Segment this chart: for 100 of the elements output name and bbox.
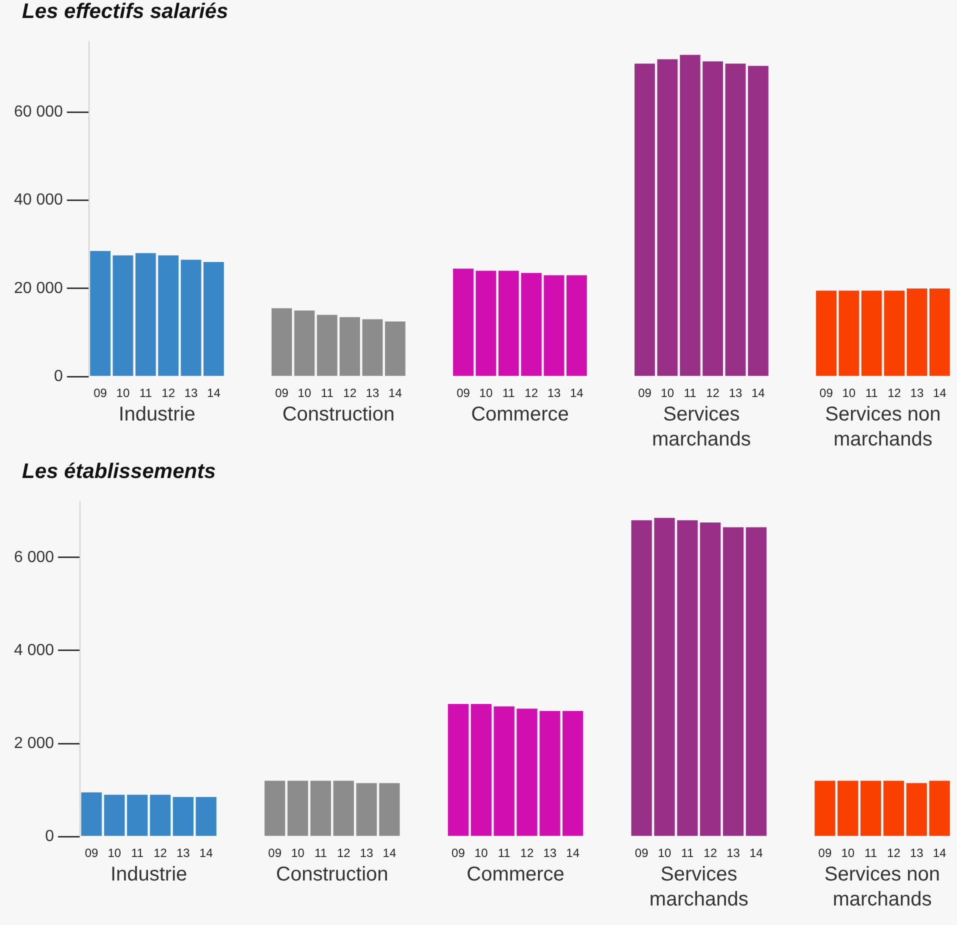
bar	[180, 260, 202, 376]
bar	[838, 780, 858, 836]
x-tick-label: 11	[684, 386, 697, 400]
y-tick-label: 0	[54, 368, 64, 386]
x-tick-label: 11	[498, 846, 511, 860]
y-tick-label: 40 000	[14, 192, 64, 209]
x-tick-label: 11	[502, 386, 516, 400]
x-tick-label: 11	[320, 386, 334, 400]
y-tick-label: 60 000	[14, 104, 64, 121]
bar	[906, 783, 927, 836]
x-tick-label: 10	[658, 846, 672, 860]
x-tick-label: 09	[452, 846, 466, 860]
bar	[906, 288, 928, 376]
series-label: Construction	[282, 404, 395, 426]
bar	[448, 704, 469, 836]
x-tick-label: 11	[681, 846, 694, 860]
x-tick-label: 09	[820, 386, 834, 400]
bar	[838, 290, 860, 376]
x-tick-label: 14	[932, 386, 947, 400]
x-tick-label: 14	[566, 846, 580, 860]
bar	[722, 527, 744, 836]
bar	[748, 66, 768, 376]
x-tick-label: 10	[116, 386, 130, 400]
series-label: Industrie	[118, 404, 196, 426]
bar	[861, 290, 882, 376]
bar	[158, 255, 179, 376]
x-tick-label: 10	[474, 846, 488, 860]
bar	[566, 275, 587, 376]
x-tick-label: 12	[162, 386, 176, 400]
bar	[631, 520, 652, 836]
x-tick-label: 09	[634, 846, 649, 860]
x-tick-label: 14	[750, 846, 764, 860]
bar	[333, 780, 354, 836]
x-tick-label: 13	[910, 386, 924, 400]
x-tick-label: 13	[547, 386, 561, 400]
x-tick-label: 13	[184, 386, 198, 400]
series-label: Commerce	[471, 404, 569, 426]
bar	[384, 322, 406, 376]
x-tick-label: 10	[291, 846, 305, 860]
x-tick-label: 13	[366, 386, 380, 400]
bar	[272, 308, 292, 376]
bar	[654, 518, 675, 836]
bar	[746, 527, 766, 836]
bar	[816, 290, 836, 376]
x-tick-label: 13	[543, 846, 557, 860]
bar	[204, 262, 224, 376]
y-tick-label: 20 000	[14, 280, 64, 297]
bar	[476, 270, 496, 376]
x-tick-label: 13	[360, 846, 374, 860]
bar	[90, 250, 110, 376]
bar	[127, 794, 148, 836]
x-tick-label: 14	[207, 386, 221, 400]
x-tick-label: 14	[388, 386, 402, 400]
x-tick-label: 11	[865, 386, 878, 400]
bar	[356, 783, 377, 836]
x-tick-label: 10	[298, 386, 312, 400]
bar	[516, 708, 538, 836]
bar	[294, 310, 315, 376]
bar	[340, 317, 360, 376]
bar	[498, 270, 519, 376]
bar	[287, 780, 308, 836]
x-tick-label: 12	[154, 846, 168, 860]
series-label: Commerce	[466, 864, 564, 886]
series-label: Industrie	[110, 864, 188, 886]
series-label: Construction	[276, 864, 388, 886]
series-label: Services non marchands	[825, 404, 941, 451]
x-tick-label: 10	[660, 386, 674, 400]
bar	[860, 780, 882, 836]
bar	[150, 794, 171, 836]
x-tick-label: 09	[275, 386, 289, 400]
bar	[700, 522, 721, 836]
series-label: Services non marchands	[824, 864, 940, 911]
bar	[264, 780, 286, 836]
bar	[544, 275, 564, 376]
bar	[883, 780, 904, 836]
x-tick-label: 12	[524, 386, 538, 400]
bar	[81, 792, 102, 836]
bar	[104, 794, 125, 836]
x-tick-label: 11	[314, 846, 328, 860]
x-tick-label: 13	[176, 846, 190, 860]
bar	[680, 54, 700, 376]
x-tick-label: 14	[932, 846, 947, 860]
x-tick-label: 11	[131, 846, 144, 860]
bar	[814, 780, 836, 836]
x-tick-label: 10	[108, 846, 122, 860]
bar	[634, 64, 655, 376]
y-tick-label: 6 000	[14, 548, 54, 566]
bar	[884, 290, 904, 376]
x-tick-label: 09	[268, 846, 282, 860]
y-tick-label: 4 000	[14, 642, 54, 659]
x-tick-label: 14	[751, 386, 766, 400]
bar	[112, 255, 134, 376]
x-tick-label: 12	[704, 846, 718, 860]
x-tick-label: 12	[706, 386, 720, 400]
x-tick-label: 11	[864, 846, 878, 860]
bar	[135, 253, 156, 376]
bar	[929, 288, 950, 376]
y-tick-label: 0	[45, 828, 54, 846]
y-tick-label: 2 000	[14, 734, 54, 752]
bar	[677, 520, 698, 836]
